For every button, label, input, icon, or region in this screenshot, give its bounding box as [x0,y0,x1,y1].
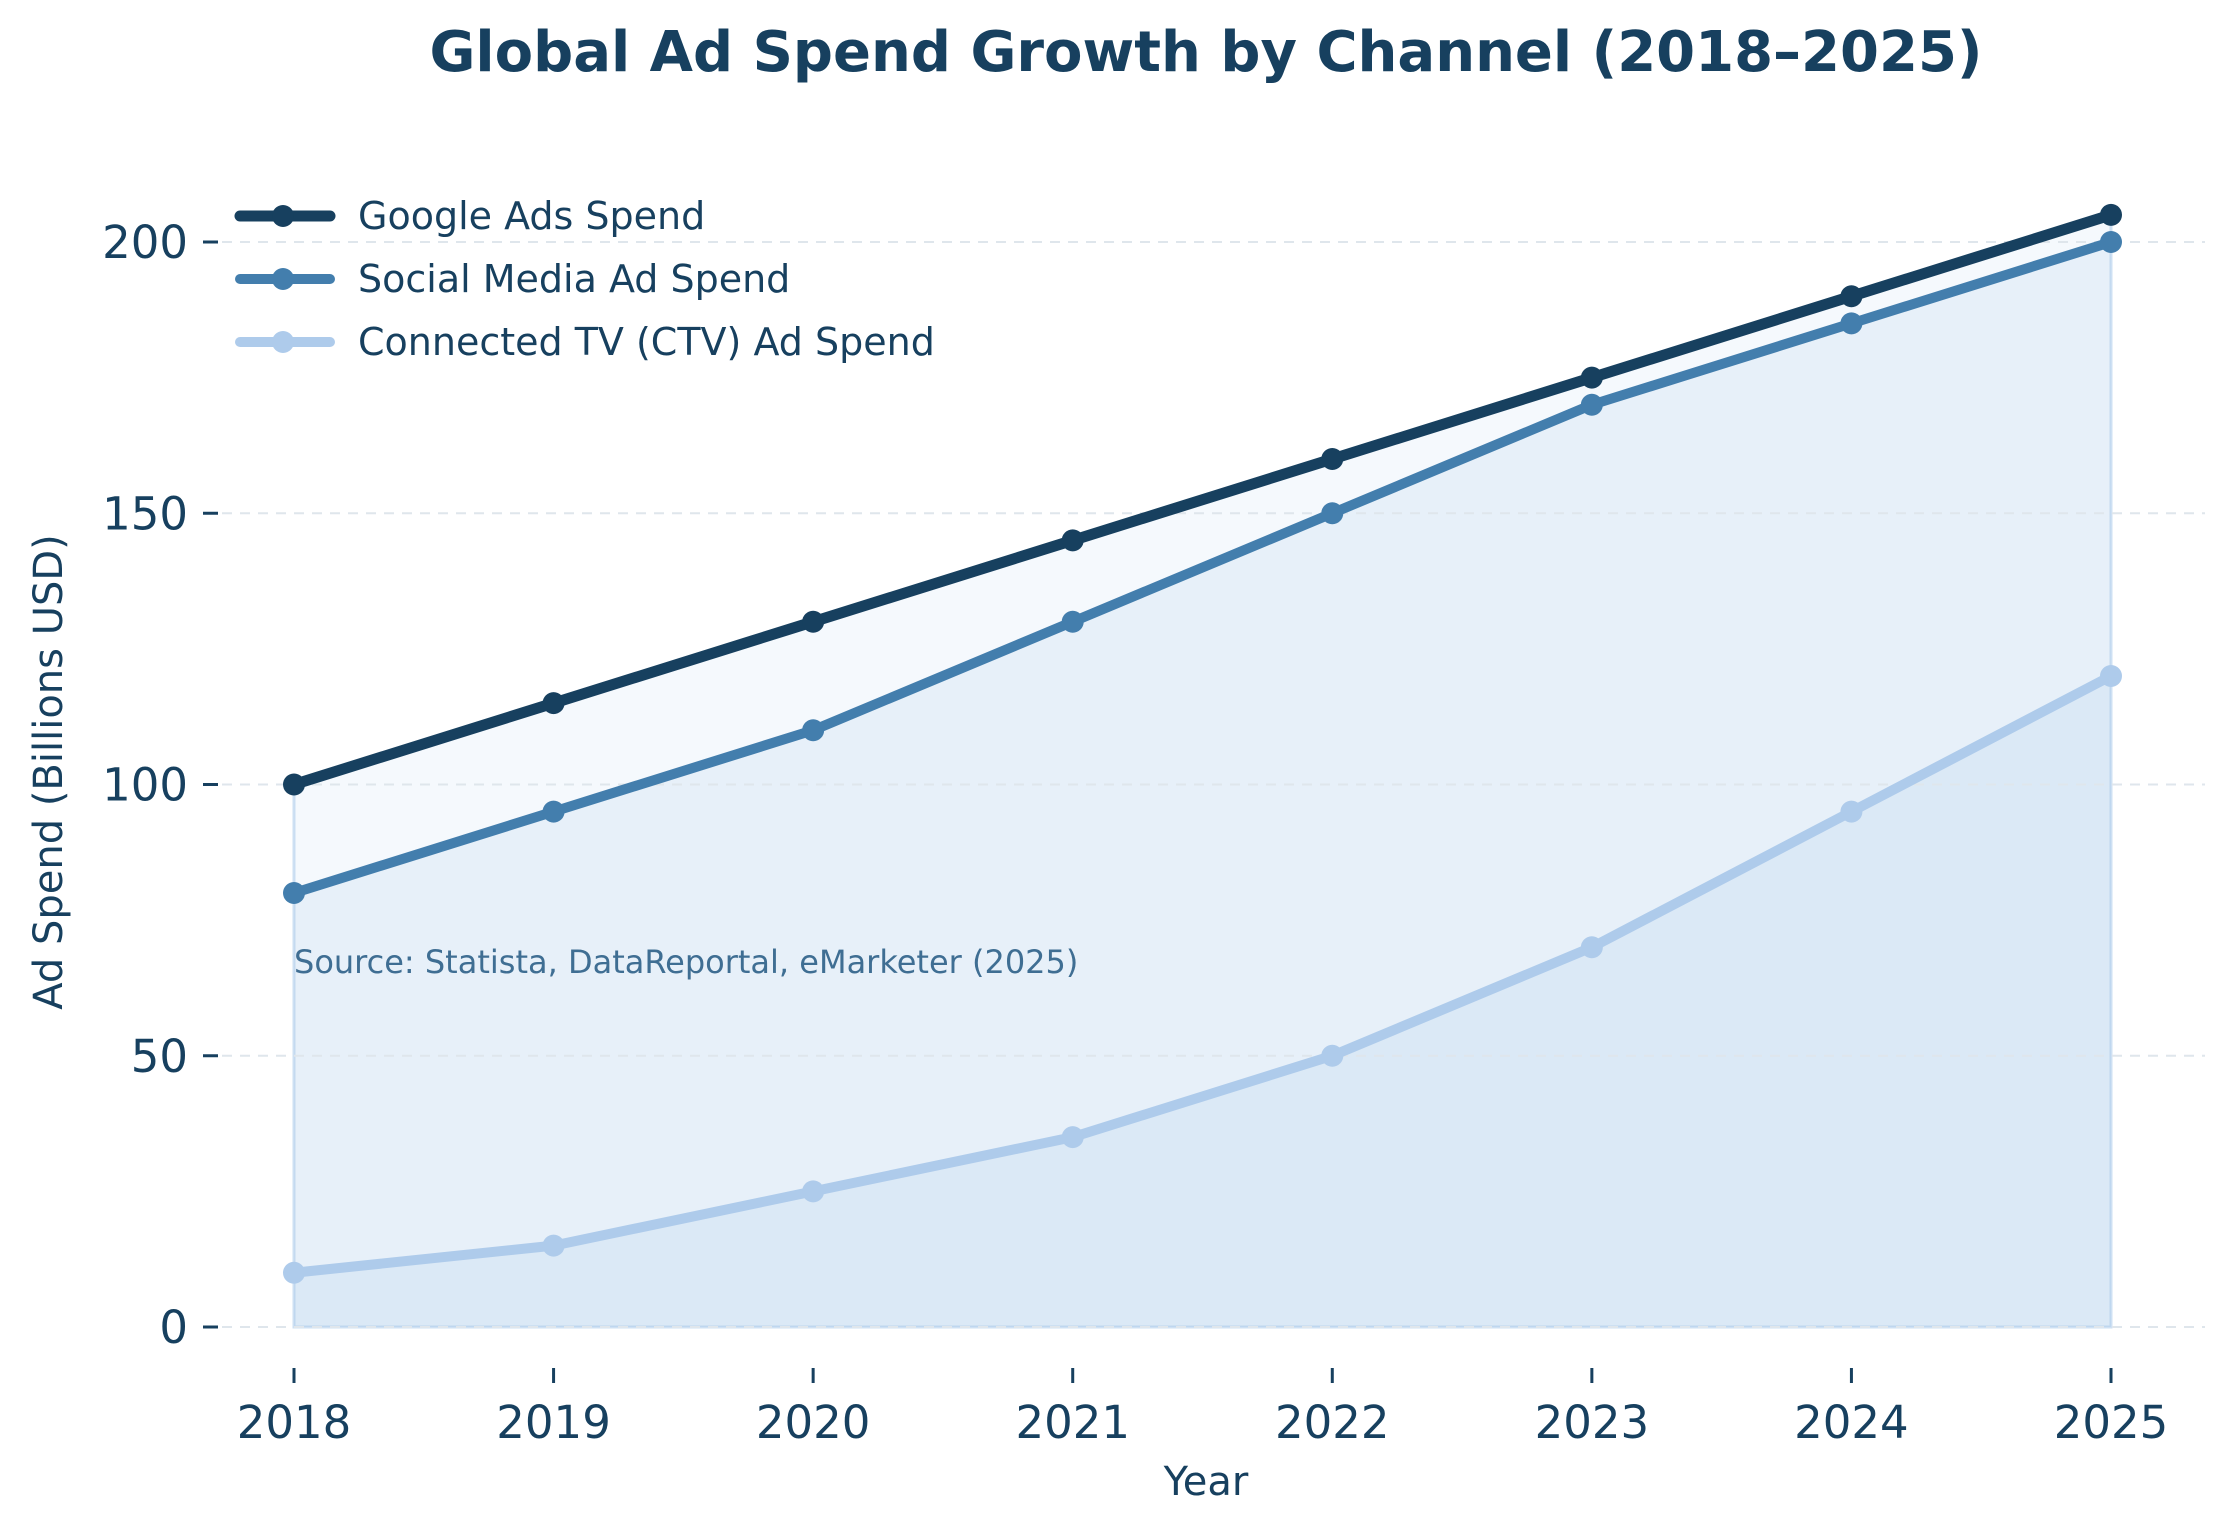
series-lines-layer [288,209,2117,1278]
series-1-point [2100,203,2122,226]
series-1-point [802,610,825,633]
series-3-point [2100,665,2122,687]
series-1-point [1840,285,1863,308]
x-tick-label: 2018 [237,1396,352,1449]
legend-label-2: Social Media Ad Spend [358,257,790,301]
x-tick-label: 2024 [1794,1396,1909,1449]
y-tick-label: 50 [131,1030,188,1083]
x-tick-label: 2020 [756,1396,871,1449]
series-1-point [542,692,565,715]
grid-layer [222,241,2205,1328]
series-2-point [1321,502,1344,525]
series-1-point [1580,366,1603,389]
series-3-point [802,1180,825,1203]
series-3-point [283,1261,305,1284]
series-1-point [1321,448,1344,470]
legend-label-3: Connected TV (CTV) Ad Spend [358,320,935,364]
area-fill-layer [292,212,2113,1329]
x-axis-label: Year [1163,1459,1249,1505]
series-2-point [542,800,565,823]
legend: Google Ads Spend Social Media Ad Spend Con… [234,194,935,364]
series-points-layer [283,203,2122,1284]
y-axis-label: Ad Spend (Billions USD) [26,534,72,1010]
x-tick-label: 2023 [1535,1396,1650,1449]
legend-marker-2 [272,268,294,290]
y-tick-label: 100 [102,759,188,812]
series-1-point [1061,529,1084,552]
series-2-point [1840,312,1863,335]
legend-marker-3 [272,331,294,353]
series-2-point [283,882,305,904]
series-line-3 [289,671,2116,1278]
series-area-3 [294,676,2111,1327]
series-3-point [1321,1044,1344,1067]
legend-marker-1 [272,205,294,227]
series-1-point [283,773,305,796]
series-2-point [802,719,825,742]
series-2-point [1061,610,1084,633]
y-tick-label: 0 [159,1301,188,1354]
series-3-point [1580,936,1603,959]
legend-label-1: Google Ads Spend [358,194,705,238]
series-3-point [1061,1126,1084,1149]
x-tick-label: 2019 [496,1396,611,1449]
series-2-point [1580,393,1603,416]
chart-title: Global Ad Spend Growth by Channel (2018–… [429,20,1982,85]
series-3-point [1840,800,1863,823]
y-tick-label: 200 [102,216,188,269]
source-annotation: Source: Statista, DataReportal, eMarkete… [294,943,1078,981]
axes-layer: 0 50 100 150 200 2018 2019 2020 2021 2022 2023 2024… [102,216,2168,1449]
series-3-point [542,1234,565,1257]
x-tick-label: 2022 [1275,1396,1390,1449]
series-line-2 [289,237,2116,898]
x-tick-label: 2021 [1015,1396,1130,1449]
y-tick-label: 150 [102,487,188,540]
series-2-point [2100,231,2122,253]
series-line-1 [288,209,2117,790]
x-tick-label: 2025 [2054,1396,2169,1449]
